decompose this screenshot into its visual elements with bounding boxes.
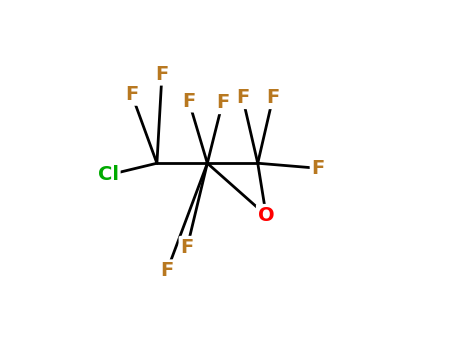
Text: F: F: [181, 238, 194, 257]
Text: F: F: [266, 88, 279, 107]
Text: F: F: [236, 88, 249, 107]
Text: Cl: Cl: [98, 166, 119, 184]
Text: F: F: [182, 92, 196, 111]
Text: F: F: [155, 65, 169, 84]
Text: F: F: [312, 159, 325, 178]
Text: F: F: [160, 261, 174, 280]
Text: F: F: [125, 85, 138, 104]
Text: F: F: [216, 93, 229, 112]
Text: O: O: [258, 206, 274, 225]
